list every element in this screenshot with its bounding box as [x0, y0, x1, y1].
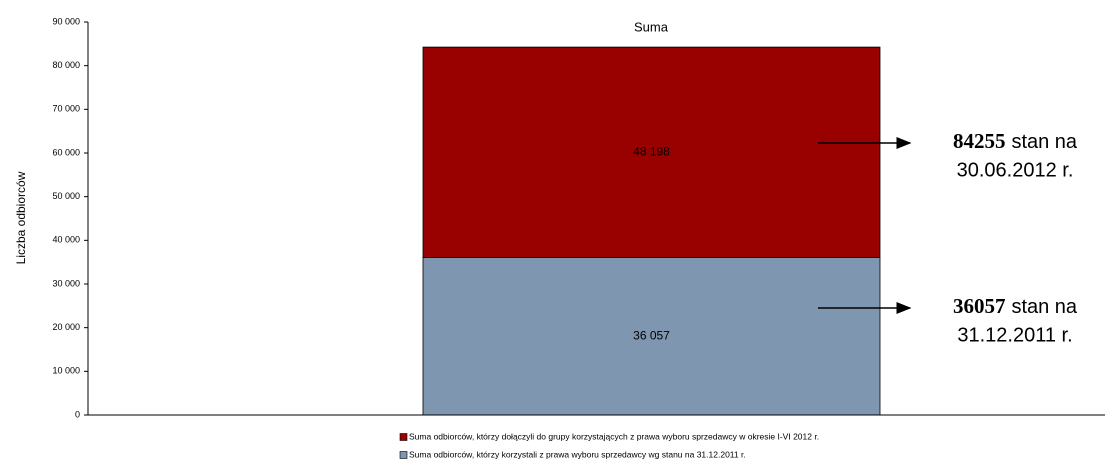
y-axis-label: Liczba odbiorców — [14, 171, 28, 264]
annotation-text: stan na — [1011, 131, 1077, 153]
y-tick-label: 80 000 — [52, 60, 80, 70]
y-tick-label: 50 000 — [52, 191, 80, 201]
annotation: 36057 stan na — [953, 294, 1078, 318]
annotation-number: 36057 — [953, 294, 1006, 318]
bar-segment — [422, 257, 881, 416]
y-tick-label: 60 000 — [52, 147, 80, 157]
annotation: 84255 stan na — [953, 129, 1078, 153]
category-label: Suma — [634, 19, 669, 34]
legend-label: Suma odbiorców, którzy dołączyli do grup… — [409, 431, 819, 441]
legend-label: Suma odbiorców, którzy korzystali z praw… — [409, 449, 746, 459]
legend-swatch — [399, 451, 408, 459]
annotation-date: 31.12.2011 r. — [957, 324, 1072, 346]
y-tick-label: 70 000 — [52, 104, 80, 114]
bar-segment — [422, 46, 881, 258]
y-tick-label: 90 000 — [52, 16, 80, 26]
legend-swatch — [399, 433, 408, 441]
y-tick-label: 30 000 — [52, 278, 80, 288]
annotation-text: stan na — [1011, 296, 1077, 318]
y-tick-label: 10 000 — [52, 366, 80, 376]
annotation-date: 30.06.2012 r. — [957, 159, 1074, 181]
value-label: 36 057 — [633, 328, 670, 342]
value-label: 48 198 — [633, 144, 670, 158]
y-tick-label: 20 000 — [52, 322, 80, 332]
y-tick-label: 0 — [75, 409, 80, 419]
y-tick-label: 40 000 — [52, 235, 80, 245]
annotation-number: 84255 — [953, 129, 1006, 153]
